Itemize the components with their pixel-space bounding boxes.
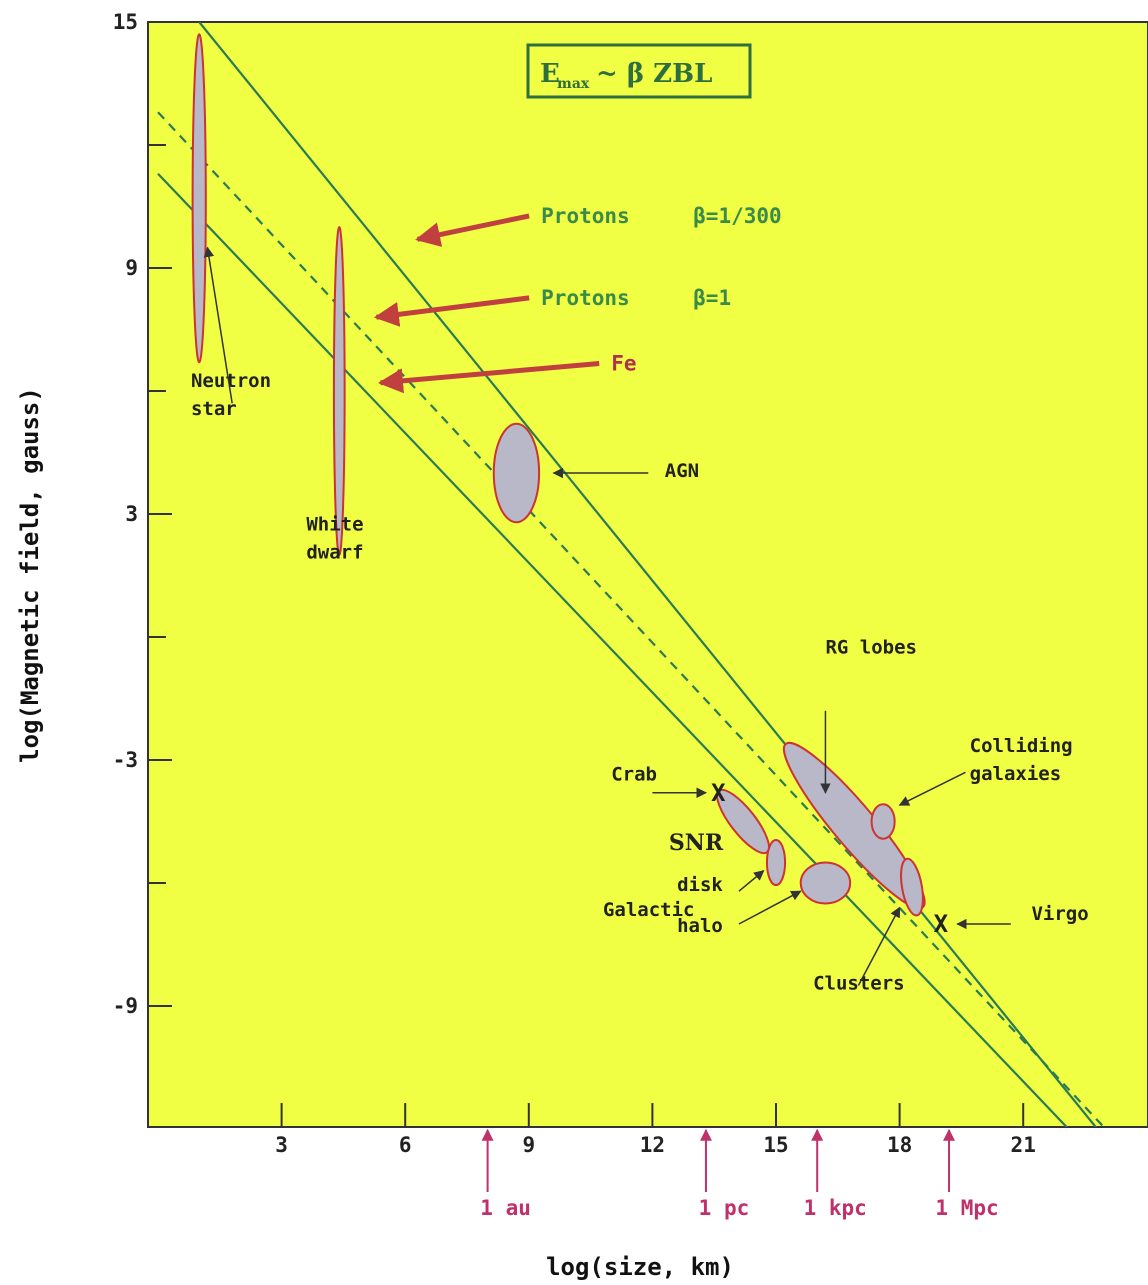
label-neutron-star-arrow	[203, 246, 233, 404]
region-colliding-galaxies	[870, 803, 896, 840]
y-tick-label-3: 3	[125, 502, 138, 526]
label-halo: halo	[677, 915, 723, 937]
scale-label-1-mpc: 1 Mpc	[935, 1196, 998, 1220]
scale-label-1-pc: 1 pc	[699, 1196, 750, 1220]
scale-label-1-kpc: 1 kpc	[804, 1196, 867, 1220]
x-tick-label-15: 15	[763, 1133, 788, 1157]
label-neutron-star-line-1: Neutron	[191, 370, 271, 392]
limit-line-protons-1	[157, 111, 1106, 1127]
label-crab: Crab	[611, 764, 657, 786]
label-white-dwarf-line-1: White	[306, 513, 363, 535]
formula-rest: ~ β ZBL	[596, 59, 712, 89]
formula-box: E max ~ β ZBL	[526, 43, 752, 99]
region-clusters	[900, 857, 924, 917]
x-tick-label-6: 6	[399, 1133, 412, 1157]
x-tick-label-12: 12	[640, 1133, 665, 1157]
region-agn	[492, 422, 541, 524]
marker-virgo: X	[934, 910, 949, 938]
label-disk: disk	[677, 874, 723, 896]
label-colliding-galaxies-line-2: galaxies	[970, 763, 1062, 785]
formula-e: E	[540, 59, 560, 89]
formula-subscript: max	[557, 76, 590, 92]
label-disk-arrow	[738, 870, 765, 892]
line-label-protons-1-300: Protons	[541, 204, 630, 228]
label-neutron-star-line-2: star	[191, 398, 237, 420]
annotations: Neutron star White dwarf AGN RG lobes Collidin…	[191, 204, 1089, 995]
line-label-fe: Fe	[611, 352, 636, 376]
y-tick-label-15: 15	[113, 10, 138, 34]
region-galactic-disk	[765, 838, 787, 887]
x-tick-label-3: 3	[275, 1133, 288, 1157]
label-colliding-galaxies-line-1: Colliding	[970, 735, 1073, 757]
label-clusters-arrow	[857, 906, 901, 986]
x-tick-label-9: 9	[522, 1133, 535, 1157]
x-tick-label-21: 21	[1011, 1133, 1036, 1157]
line-label-arrow-protons-1	[373, 295, 530, 327]
limit-line-protons-1-300	[198, 22, 1098, 1127]
label-white-dwarf-line-2: dwarf	[306, 541, 363, 563]
limit-lines	[157, 22, 1106, 1127]
region-neutron-star	[191, 33, 207, 364]
label-rg-lobes: RG lobes	[825, 636, 917, 658]
scale-label-1-au: 1 au	[480, 1196, 531, 1220]
label-virgo: Virgo	[1031, 903, 1088, 925]
label-galactic: Galactic	[603, 899, 695, 921]
region-galactic-halo	[799, 861, 852, 905]
axes: 3 6 9 12 15 18 21 -9 -3 3 9 15 1 au 1 pc 1 kpc 1 Mpc	[113, 10, 1036, 1220]
label-snr: SNR	[669, 830, 724, 856]
y-axis-title: log(Magnetic field, gauss)	[16, 387, 44, 763]
line-label-beta-1: β=1	[693, 286, 731, 310]
y-tick-label--9: -9	[113, 994, 138, 1018]
x-axis-title: log(size, km)	[546, 1253, 734, 1281]
line-label-arrow-fe	[377, 361, 600, 394]
y-tick-label-9: 9	[125, 256, 138, 280]
line-label-arrow-protons-1-300	[415, 213, 530, 247]
object-marks: XX	[191, 33, 949, 938]
marker-crab: X	[711, 779, 726, 807]
label-agn: AGN	[665, 460, 699, 482]
label-colliding-galaxies-arrow	[898, 771, 966, 806]
line-label-protons-1: Protons	[541, 286, 630, 310]
region-white-dwarf	[332, 226, 346, 556]
line-label-beta-1-300: β=1/300	[693, 204, 782, 228]
y-tick-label--3: -3	[113, 748, 138, 772]
label-halo-arrow	[738, 890, 802, 925]
limit-line-fe	[157, 172, 1069, 1127]
x-tick-label-18: 18	[887, 1133, 912, 1157]
